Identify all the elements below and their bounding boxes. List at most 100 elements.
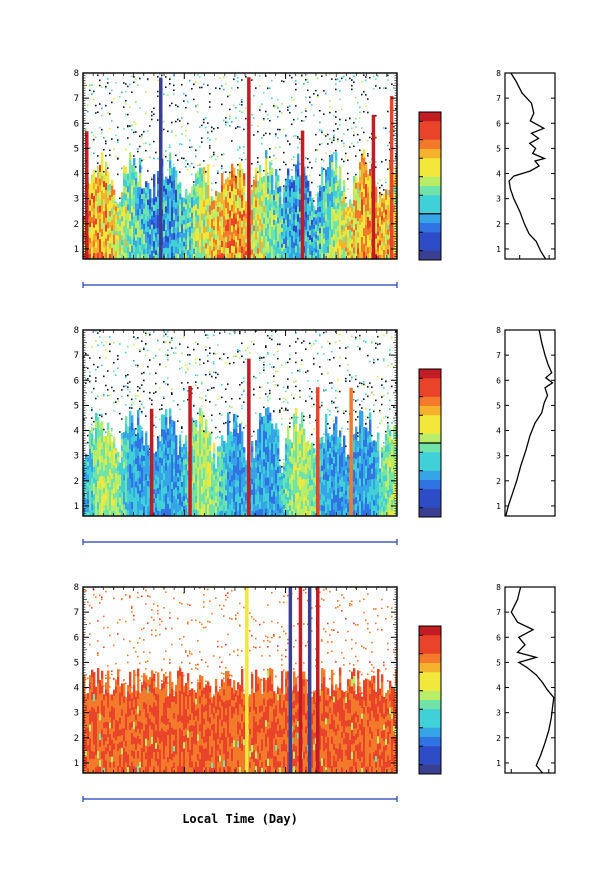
colorbar-segment xyxy=(419,755,441,766)
colorbar-frame xyxy=(418,625,442,775)
average-y-tick-label: 4 xyxy=(496,170,501,179)
colorbar-frame xyxy=(418,111,442,261)
colorbar-segment xyxy=(419,663,441,673)
y-tick-label: 3 xyxy=(74,452,79,462)
average-y-tick-label: 3 xyxy=(496,709,501,718)
y-tick-label: 4 xyxy=(74,427,79,437)
colorbar-segment xyxy=(419,186,441,196)
colorbar-segment xyxy=(419,461,441,472)
colorbar-segment xyxy=(419,378,441,388)
colorbar-segment xyxy=(419,130,441,141)
colorbar-segment xyxy=(419,158,441,168)
y-tick-label: 2 xyxy=(74,220,79,230)
colorbar-segment xyxy=(419,204,441,215)
colorbar-segment xyxy=(419,424,441,435)
y-tick-label: 3 xyxy=(74,709,79,719)
average-y-tick-label: 6 xyxy=(496,633,501,642)
colorbar-segment xyxy=(419,507,441,518)
colorbar-segment xyxy=(419,470,441,481)
colorbar-segment xyxy=(419,387,441,398)
average-y-tick-label: 2 xyxy=(496,220,501,229)
panel-vertical: 1 2 3 4 5 6 7 8 1 2 3 4 5 6 7 8 xyxy=(74,583,556,802)
average-y-tick-label: 1 xyxy=(496,245,501,254)
y-tick-label: 4 xyxy=(74,170,79,180)
average-frame xyxy=(504,586,556,774)
y-tick-label: 8 xyxy=(74,583,79,593)
average-y-tick-label: 5 xyxy=(496,658,501,667)
colorbar-segment xyxy=(419,241,441,252)
average-y-tick-label: 8 xyxy=(496,326,501,335)
average-profile-line xyxy=(508,72,547,260)
colorbar-segment xyxy=(419,737,441,747)
average-y-tick-label: 2 xyxy=(496,477,501,486)
colorbar-segment xyxy=(419,746,441,756)
colorbar-segment xyxy=(419,195,441,205)
colorbar-segment xyxy=(419,232,441,242)
y-tick-label: 1 xyxy=(74,759,79,769)
y-tick-label: 4 xyxy=(74,684,79,694)
colorbar-segment xyxy=(419,139,441,150)
colorbar-segment xyxy=(419,112,441,122)
average-y-tick-label: 4 xyxy=(496,427,501,436)
colorbar-segment xyxy=(419,718,441,729)
y-tick-label: 6 xyxy=(74,119,79,129)
colorbar-segment xyxy=(419,681,441,692)
y-tick-label: 5 xyxy=(74,144,79,154)
heatmap xyxy=(83,330,397,516)
colorbar-segment xyxy=(419,644,441,655)
colorbar-segment xyxy=(419,700,441,710)
colorbar-segment xyxy=(419,369,441,379)
colorbar-segment xyxy=(419,480,441,490)
average-y-tick-label: 5 xyxy=(496,401,501,410)
colorbar-segment xyxy=(419,149,441,159)
y-tick-label: 8 xyxy=(74,326,79,336)
average-y-tick-label: 6 xyxy=(496,119,501,128)
average-y-tick-label: 8 xyxy=(496,583,501,592)
y-tick-label: 7 xyxy=(74,94,79,104)
colorbar-segment xyxy=(419,250,441,261)
y-tick-label: 2 xyxy=(74,477,79,487)
average-profile-line xyxy=(510,586,555,774)
average-y-tick-label: 3 xyxy=(496,452,501,461)
y-tick-label: 3 xyxy=(74,195,79,205)
average-y-tick-label: 2 xyxy=(496,734,501,743)
colorbar-segment xyxy=(419,690,441,701)
colorbar-segment xyxy=(419,121,441,131)
panel-zonal: 1 2 3 4 5 6 7 8 1 2 3 4 5 6 7 8 xyxy=(74,69,556,288)
y-tick-label: 8 xyxy=(74,69,79,79)
heatmap xyxy=(83,73,397,259)
x-axis-label: Local Time (Day) xyxy=(182,812,298,826)
colorbar-segment xyxy=(419,452,441,462)
y-tick-label: 5 xyxy=(74,401,79,411)
colorbar-segment xyxy=(419,764,441,775)
y-tick-label: 7 xyxy=(74,351,79,361)
average-y-tick-label: 1 xyxy=(496,759,501,768)
colorbar-segment xyxy=(419,489,441,499)
y-tick-label: 1 xyxy=(74,245,79,255)
colorbar-segment xyxy=(419,213,441,224)
average-y-tick-label: 4 xyxy=(496,684,501,693)
y-tick-label: 7 xyxy=(74,608,79,618)
colorbar-segment xyxy=(419,727,441,738)
y-tick-label: 2 xyxy=(74,734,79,744)
average-y-tick-label: 7 xyxy=(496,608,501,617)
average-y-tick-label: 5 xyxy=(496,144,501,153)
panel-meridional: 1 2 3 4 5 6 7 8 1 2 3 4 5 6 7 8 xyxy=(74,326,556,545)
y-tick-label: 5 xyxy=(74,658,79,668)
colorbar-segment xyxy=(419,406,441,416)
colorbar-segment xyxy=(419,498,441,509)
colorbar-segment xyxy=(419,396,441,407)
average-y-tick-label: 1 xyxy=(496,502,501,511)
average-y-tick-label: 6 xyxy=(496,376,501,385)
colorbar-segment xyxy=(419,176,441,187)
average-y-tick-label: 8 xyxy=(496,69,501,78)
y-tick-label: 6 xyxy=(74,633,79,643)
average-y-tick-label: 7 xyxy=(496,94,501,103)
heatmap xyxy=(83,587,397,773)
average-frame xyxy=(504,72,556,260)
colorbar-segment xyxy=(419,635,441,645)
average-y-tick-label: 7 xyxy=(496,351,501,360)
y-tick-label: 1 xyxy=(74,502,79,512)
colorbar-segment xyxy=(419,223,441,233)
